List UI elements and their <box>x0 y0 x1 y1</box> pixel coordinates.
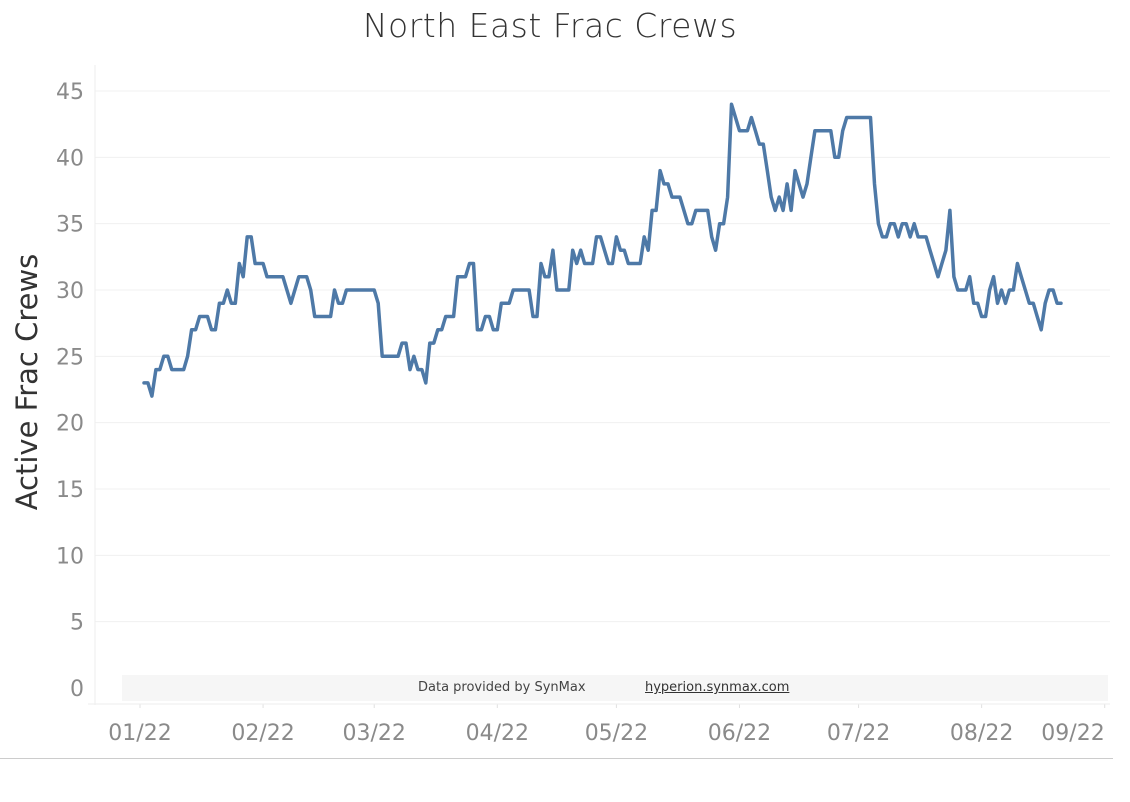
y-tick-label: 35 <box>56 213 84 238</box>
y-axis-ticks: 0 5 10 15 20 25 30 35 40 45 <box>56 80 84 702</box>
x-tick-label: 09/22 <box>1041 721 1104 746</box>
x-tick-label: 05/22 <box>585 721 648 746</box>
x-tick-label: 08/22 <box>950 721 1013 746</box>
y-tick-label: 10 <box>56 544 84 569</box>
y-tick-label: 0 <box>70 677 84 702</box>
x-tick-label: 07/22 <box>827 721 890 746</box>
gridlines <box>95 90 1110 623</box>
y-tick-label: 45 <box>56 80 84 105</box>
x-tick-label: 03/22 <box>343 721 406 746</box>
y-tick-label: 30 <box>56 279 84 304</box>
footer-band <box>122 675 1108 701</box>
y-tick-label: 15 <box>56 478 84 503</box>
series-line-active-frac-crews <box>142 102 1063 398</box>
y-tick-label: 5 <box>70 611 84 636</box>
x-tick-label: 01/22 <box>108 721 171 746</box>
divider <box>0 758 1113 759</box>
y-tick-label: 40 <box>56 146 84 171</box>
y-tick-label: 20 <box>56 412 84 437</box>
synmax-link[interactable]: hyperion.synmax.com <box>645 680 790 695</box>
x-tick-label: 02/22 <box>231 721 294 746</box>
y-tick-label: 25 <box>56 345 84 370</box>
x-tick-label: 04/22 <box>466 721 529 746</box>
data-credit: Data provided by SynMax <box>418 680 586 695</box>
x-axis-ticks: 01/22 02/22 03/22 04/22 05/22 06/22 07/22 08/22… <box>108 704 1106 746</box>
x-tick-label: 06/22 <box>708 721 771 746</box>
chart-title: North East Frac Crews <box>362 6 738 45</box>
